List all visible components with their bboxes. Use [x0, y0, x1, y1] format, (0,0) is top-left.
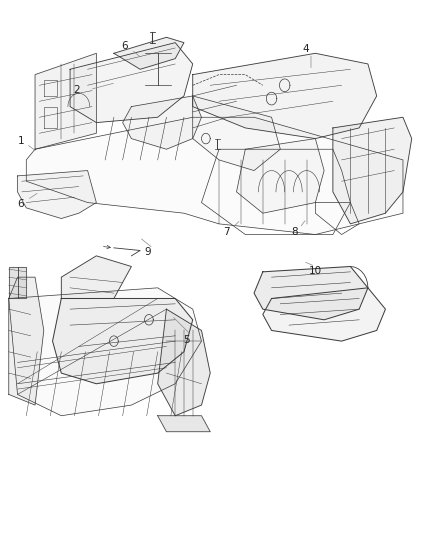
Polygon shape: [193, 53, 377, 139]
Polygon shape: [254, 266, 368, 320]
Text: 10: 10: [309, 266, 322, 276]
Text: 4: 4: [302, 44, 309, 54]
Polygon shape: [114, 37, 184, 69]
Text: 6: 6: [18, 199, 25, 209]
Polygon shape: [9, 266, 26, 298]
Polygon shape: [18, 171, 96, 219]
Polygon shape: [26, 117, 403, 235]
Polygon shape: [123, 96, 201, 149]
Text: 8: 8: [291, 227, 298, 237]
Polygon shape: [9, 277, 44, 405]
Text: 9: 9: [145, 247, 152, 256]
Polygon shape: [9, 288, 201, 416]
Polygon shape: [53, 298, 193, 384]
Polygon shape: [61, 256, 131, 298]
Text: 5: 5: [183, 335, 190, 345]
Polygon shape: [70, 43, 193, 123]
Polygon shape: [333, 117, 412, 224]
Polygon shape: [193, 96, 280, 171]
Text: 1: 1: [18, 136, 25, 146]
Polygon shape: [263, 288, 385, 341]
Text: 7: 7: [223, 227, 230, 237]
Text: 2: 2: [73, 85, 80, 94]
Polygon shape: [35, 53, 96, 149]
Polygon shape: [158, 309, 210, 416]
Text: 6: 6: [121, 42, 128, 51]
Polygon shape: [158, 416, 210, 432]
Polygon shape: [237, 139, 324, 213]
